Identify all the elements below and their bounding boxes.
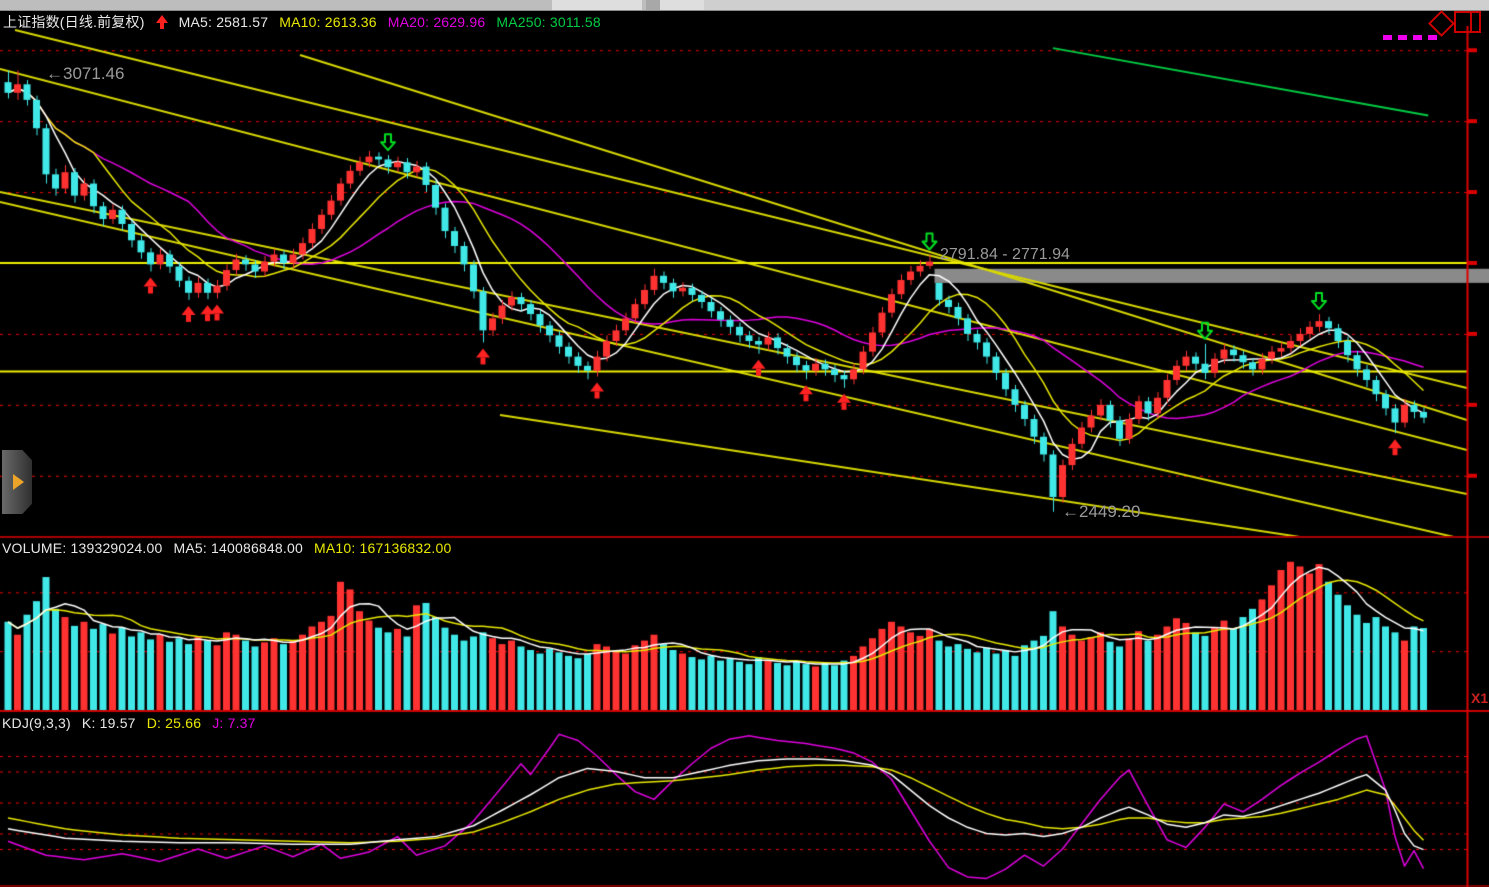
volume-ma5[interactable]: MA5: 140086848.00 xyxy=(173,540,303,556)
instrument-title: 上证指数(日线.前复权) xyxy=(3,14,145,30)
kdj-k-value[interactable]: K: 19.57 xyxy=(81,715,136,731)
kdj-label[interactable]: KDJ(9,3,3) xyxy=(2,715,71,731)
sidebar-expand-toggle[interactable] xyxy=(2,450,32,514)
volume-ma10[interactable]: MA10: 167136832.00 xyxy=(313,540,452,556)
ma20-legend[interactable]: MA20: 2629.96 xyxy=(387,14,486,30)
low-price-label: ←2449.20 xyxy=(1062,502,1141,521)
chevron-right-icon xyxy=(12,474,24,490)
ma10-legend[interactable]: MA10: 2613.36 xyxy=(279,14,377,30)
gap-zone-label: 2791.84 - 2771.94 xyxy=(940,246,1070,263)
window-edge-segment xyxy=(552,0,642,10)
window-edge-segment xyxy=(704,0,1489,10)
high-price-label: ←3071.46 xyxy=(46,64,125,83)
volume-value[interactable]: VOLUME: 139329024.00 xyxy=(2,540,163,556)
top-window-edge xyxy=(0,0,1489,11)
kdj-j-value[interactable]: J: 7.37 xyxy=(212,715,256,731)
scale-multiplier-label: X1 xyxy=(1471,690,1489,706)
kdj-d-value[interactable]: D: 25.66 xyxy=(146,715,202,731)
window-edge-segment xyxy=(660,0,704,10)
up-arrow-icon xyxy=(155,15,168,29)
ma250-legend[interactable]: MA250: 3011.58 xyxy=(496,14,601,30)
window-edge-segment xyxy=(646,0,660,10)
main-legend: 上证指数(日线.前复权) MA5: 2581.57 MA10: 2613.36 MA2… xyxy=(3,12,612,32)
dotted-line-icon[interactable] xyxy=(1383,35,1437,40)
kdj-legend: KDJ(9,3,3) K: 19.57 D: 25.66 J: 7.37 xyxy=(2,715,267,731)
ma5-legend[interactable]: MA5: 2581.57 xyxy=(178,14,269,30)
volume-legend: VOLUME: 139329024.00 MA5: 140086848.00 MA1… xyxy=(2,540,462,556)
panel-layout-icon[interactable] xyxy=(1454,11,1481,33)
